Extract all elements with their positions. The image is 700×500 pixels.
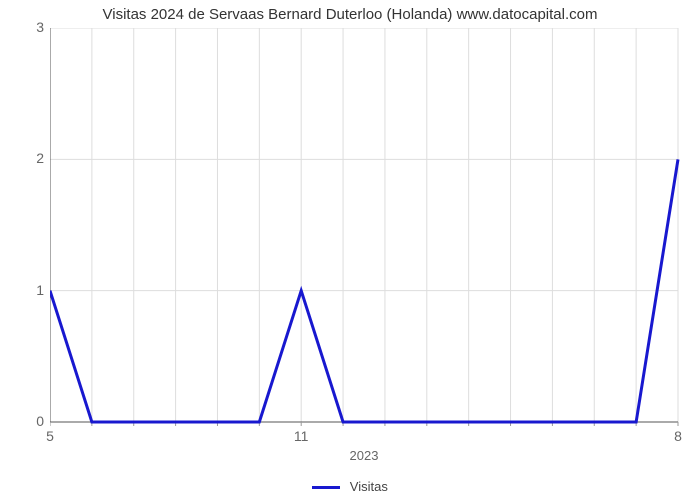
chart-container: Visitas 2024 de Servaas Bernard Duterloo…: [0, 0, 700, 500]
y-tick-label: 0: [14, 413, 44, 429]
legend-swatch: [312, 486, 340, 489]
x-axis-sub-label: 2023: [350, 448, 379, 463]
chart-title: Visitas 2024 de Servaas Bernard Duterloo…: [0, 6, 700, 23]
legend-label: Visitas: [350, 479, 388, 494]
legend: Visitas: [0, 479, 700, 494]
y-tick-label: 1: [14, 282, 44, 298]
plot-area: [50, 28, 680, 432]
y-tick-label: 3: [14, 19, 44, 35]
y-tick-label: 2: [14, 150, 44, 166]
